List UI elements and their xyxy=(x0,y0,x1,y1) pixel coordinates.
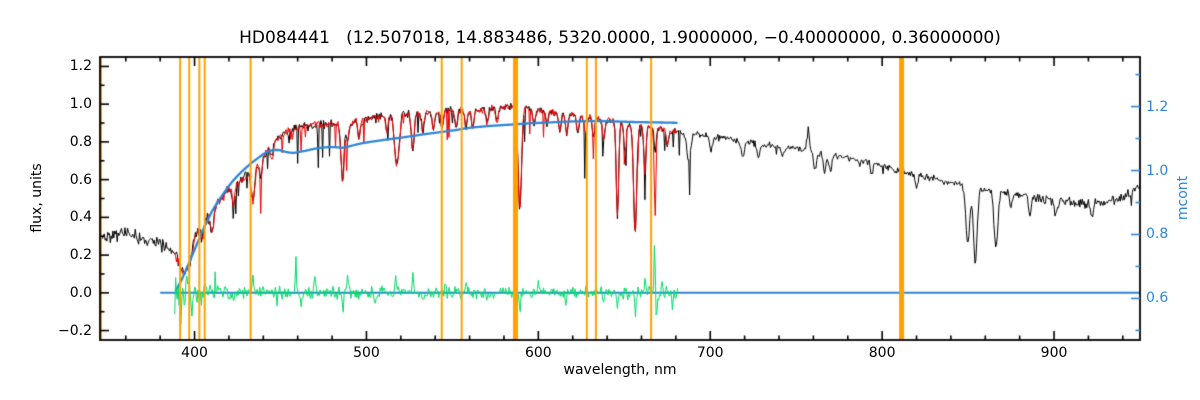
x-tick-label: 500 xyxy=(353,345,380,361)
x-axis-label: wavelength, nm xyxy=(563,362,677,378)
y-left-tick-label: 1.2 xyxy=(69,58,92,75)
y-right-tick-label: 1.0 xyxy=(1146,162,1169,179)
x-tick-label: 700 xyxy=(696,345,724,361)
y-left-tick-label: 0.8 xyxy=(69,133,92,150)
y-left-tick-label: −0.2 xyxy=(58,322,92,339)
y-left-tick-label: 0.0 xyxy=(69,284,92,301)
x-tick-label: 800 xyxy=(868,345,896,361)
y-axis-label-right: mcont xyxy=(1175,175,1191,221)
y-left-tick-label: 0.4 xyxy=(69,209,92,226)
y-right-tick-label: 0.6 xyxy=(1146,290,1169,307)
y-left-tick-label: 0.2 xyxy=(69,247,92,264)
plot-title: HD084441 (12.507018, 14.883486, 5320.000… xyxy=(239,28,1001,48)
y-axis-label-left: flux, units xyxy=(29,163,45,233)
x-tick-label: 900 xyxy=(1040,345,1068,361)
y-left-tick-label: 1.0 xyxy=(69,96,92,113)
y-right-tick-label: 1.2 xyxy=(1146,98,1169,115)
x-tick-label: 600 xyxy=(524,345,552,361)
x-tick-label: 400 xyxy=(181,345,208,361)
y-right-tick-label: 0.8 xyxy=(1146,226,1169,243)
y-left-tick-label: 0.6 xyxy=(69,171,92,188)
